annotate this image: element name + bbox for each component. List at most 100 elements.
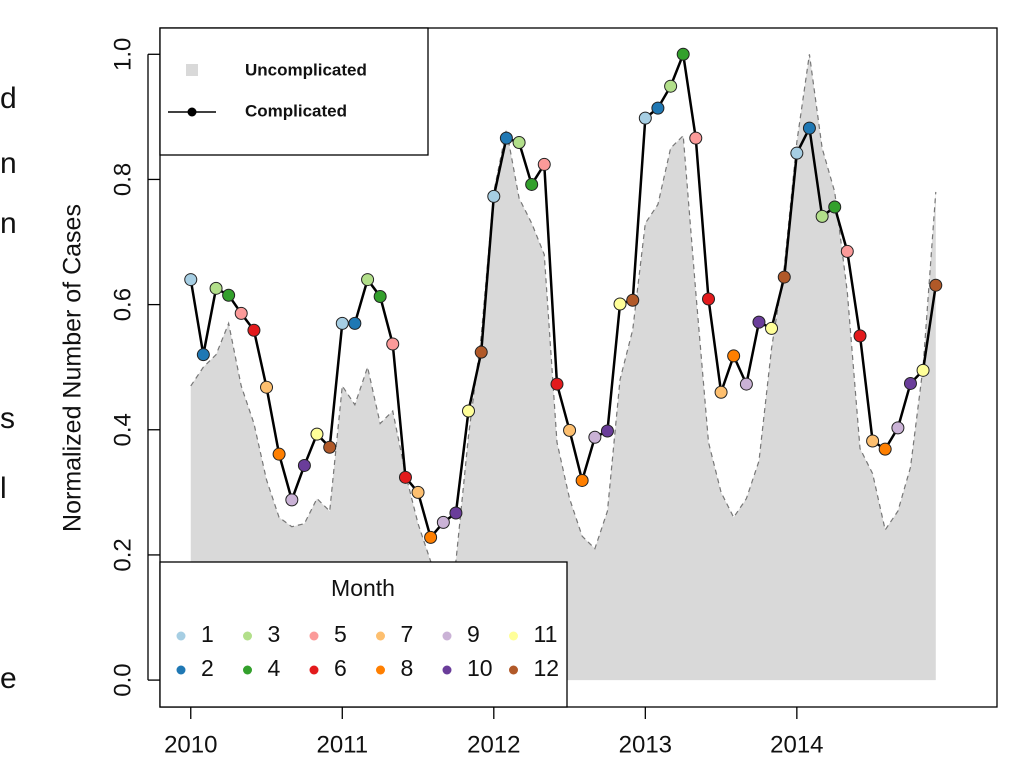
point [436,515,450,529]
x-tick-label: 2011 [316,731,368,758]
y-tick-label: 0.2 [109,538,136,571]
point [335,316,349,330]
point [424,530,438,544]
side-text: s [0,402,15,435]
month-swatch [176,665,186,675]
point [790,146,804,160]
point [512,136,526,150]
side-text: e [0,662,17,695]
point [626,293,640,307]
y-tick-label: 0.6 [109,288,136,321]
month-label: 12 [534,655,560,681]
point [234,306,248,320]
x-tick-label: 2013 [619,731,672,758]
point [765,321,779,335]
point [411,485,425,499]
month-swatch [176,631,186,641]
side-text: d [0,82,17,115]
point [891,421,905,435]
point [310,427,324,441]
point [575,473,589,487]
point [638,111,652,125]
point [714,385,728,399]
point [361,273,375,287]
y-tick-label: 1.0 [109,38,136,71]
point [386,337,400,351]
month-label: 10 [467,655,493,681]
month-label: 4 [268,655,281,681]
point [398,470,412,484]
point [487,189,501,203]
side-text: n [0,147,17,180]
point [840,244,854,258]
point [297,458,311,472]
point [739,377,753,391]
y-axis-label: Normalized Number of Cases [59,204,87,532]
point [474,345,488,359]
point [752,315,766,329]
point [664,79,678,93]
month-label: 3 [268,621,281,647]
month-swatch [376,631,385,641]
point [727,349,741,363]
side-text: n [0,207,17,240]
month-label: 1 [201,621,214,647]
legend-box [159,27,429,156]
point [285,493,299,507]
plot-frame [159,27,998,708]
month-label: 7 [401,621,414,647]
month-swatch [376,665,385,675]
legend-swatch [186,64,198,76]
point [676,47,690,61]
month-swatch [309,665,319,675]
point [247,323,261,337]
point [373,289,387,303]
side-text: l [0,472,7,505]
point [222,288,236,302]
point [272,447,286,461]
point [348,316,362,330]
month-swatch [509,631,518,641]
point [550,377,564,391]
legend-label: Uncomplicated [245,60,367,79]
x-tick-label: 2010 [164,731,217,758]
month-legend-title: Month [331,575,395,601]
point [903,376,917,390]
point [777,270,791,284]
month-label: 11 [534,621,558,647]
point [878,442,892,456]
legend-dot [187,107,197,117]
month-swatch [309,631,319,641]
month-label: 9 [467,621,480,647]
y-tick-label: 0.0 [109,663,136,696]
point [916,363,930,377]
area-outline [190,54,937,582]
month-swatch [243,665,252,675]
point [600,424,614,438]
month-label: 6 [334,655,347,681]
point [209,281,223,295]
legend-label: Complicated [245,101,347,120]
point [184,273,198,287]
month-swatch [509,665,518,675]
point [853,329,867,343]
x-tick-label: 2014 [770,731,823,758]
y-tick-label: 0.8 [109,163,136,196]
month-label: 5 [334,621,347,647]
month-swatch [442,665,452,675]
point [196,348,210,362]
point [537,157,551,171]
point [828,200,842,214]
point [525,177,539,191]
y-tick-label: 0.4 [109,413,136,446]
point [815,209,829,223]
area-uncomplicated [190,54,936,681]
point [689,131,703,145]
point [802,121,816,135]
point [613,297,627,311]
point [651,101,665,115]
point [929,278,943,292]
x-tick-label: 2012 [467,731,520,758]
month-label: 2 [201,655,214,681]
